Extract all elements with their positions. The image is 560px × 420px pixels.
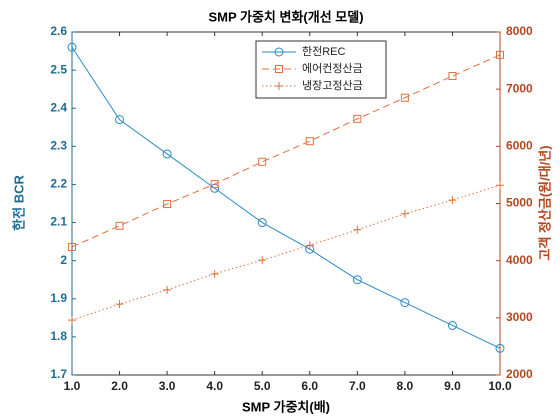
x-tick-label: 2.0 — [111, 379, 128, 393]
marker — [448, 72, 457, 81]
marker — [496, 50, 504, 59]
marker — [115, 221, 124, 230]
chart-title: SMP 가중치 변화(개선 모델) — [208, 9, 363, 24]
y-tick-label: 2.5 — [50, 62, 67, 76]
y-tick-label: 2.6 — [50, 24, 67, 38]
marker — [305, 241, 314, 250]
y-tick-label: 2 — [60, 253, 67, 267]
series-line — [71, 54, 501, 248]
x-tick-label: 6.0 — [301, 379, 318, 393]
marker — [352, 275, 362, 285]
marker — [210, 180, 219, 189]
marker — [210, 269, 219, 278]
x-tick-label: 8.0 — [397, 379, 414, 393]
series-line — [71, 46, 501, 349]
marker — [305, 137, 314, 146]
marker — [447, 320, 457, 330]
legend-label: 냉장고정산금 — [302, 79, 363, 92]
y2-tick-label: 3000 — [506, 310, 533, 324]
marker — [163, 200, 172, 209]
legend-marker — [275, 82, 283, 90]
marker — [67, 42, 77, 52]
x-tick-label: 9.0 — [444, 379, 461, 393]
x-tick-label: 7.0 — [349, 379, 366, 393]
marker — [68, 242, 76, 251]
y2-tick-label: 7000 — [506, 81, 533, 95]
marker — [115, 115, 125, 125]
y-tick-label: 2.1 — [50, 215, 67, 229]
marker — [400, 298, 410, 308]
x-axis-label: SMP 가중치(배) — [242, 399, 330, 414]
legend-label: 한전REC — [302, 45, 346, 58]
y2-axis-label: 고객 정산금(원/대/년) — [537, 145, 552, 260]
y-tick-label: 2.2 — [50, 177, 67, 191]
marker — [353, 225, 362, 234]
marker — [258, 157, 267, 166]
marker — [448, 196, 457, 205]
y-tick-label: 1.8 — [50, 329, 67, 343]
x-tick-label: 1.0 — [64, 379, 81, 393]
legend-label: 에어컨정산금 — [302, 62, 363, 75]
marker — [257, 218, 267, 228]
marker — [496, 181, 504, 190]
marker — [353, 114, 362, 123]
y-tick-label: 1.9 — [50, 291, 67, 305]
y-tick-label: 1.7 — [50, 367, 67, 381]
legend-marker — [275, 65, 283, 73]
y-axis-label: 한전 BCR — [11, 175, 26, 231]
y2-tick-label: 5000 — [506, 196, 533, 210]
x-tick-label: 3.0 — [159, 379, 176, 393]
x-tick-label: 5.0 — [254, 379, 271, 393]
y-tick-label: 2.4 — [50, 100, 67, 114]
y2-tick-label: 2000 — [506, 367, 533, 381]
marker — [162, 149, 172, 159]
y2-tick-label: 8000 — [506, 24, 533, 38]
marker — [258, 256, 267, 265]
marker — [400, 209, 409, 218]
x-tick-label: 10.0 — [488, 379, 512, 393]
y2-tick-label: 6000 — [506, 139, 533, 153]
marker — [115, 300, 124, 309]
legend-marker — [274, 47, 284, 57]
marker — [68, 316, 76, 325]
series-line — [71, 184, 501, 321]
marker — [400, 93, 409, 102]
y2-tick-label: 4000 — [506, 253, 533, 267]
y-tick-label: 2.3 — [50, 139, 67, 153]
marker — [495, 343, 505, 353]
x-tick-label: 4.0 — [206, 379, 223, 393]
marker — [163, 285, 172, 294]
